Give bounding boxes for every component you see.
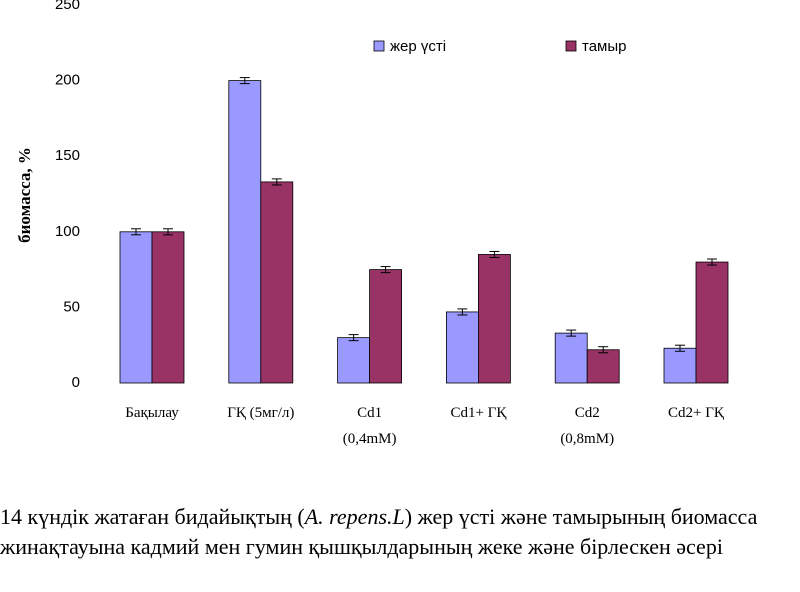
bar: [695, 261, 729, 384]
y-tick-label: 150: [55, 147, 80, 164]
y-tick-label: 100: [55, 223, 80, 240]
x-tick-label: Бақылау: [125, 405, 179, 421]
error-bar: [675, 344, 685, 352]
bar: [586, 349, 620, 384]
caption: 14 күндік жатаған бидайықтың (A. repens.…: [0, 502, 800, 562]
x-tick-label-line: Cd1+ ГҚ: [450, 405, 507, 421]
bar: [663, 347, 697, 384]
y-axis-label: биомасса, %: [15, 147, 34, 243]
x-tick-label-line: (0,4mM): [343, 431, 397, 447]
x-tick-label-line: ГҚ (5мг/л): [227, 405, 294, 421]
error-bar: [271, 178, 282, 186]
caption-text: 14 күндік жатаған бидайықтың (: [0, 504, 305, 529]
caption-text: ) жер үсті және тамырының биомасса жинақ…: [0, 504, 758, 559]
y-tick-label: 250: [55, 0, 80, 13]
x-tick-label: Cd1+ ГҚ: [450, 405, 507, 421]
error-bar: [489, 250, 500, 259]
error-bar: [380, 266, 391, 274]
x-tick-label-line: (0,8mM): [560, 431, 614, 447]
bar: [445, 311, 479, 384]
chart: биомасса, % 0 50 100 150 200 250 Бақылау ГҚ (5м…: [15, 0, 729, 447]
error-bar: [598, 346, 609, 354]
legend-swatch: [373, 40, 385, 52]
bar: [477, 254, 511, 384]
legend-label: тамыр: [582, 38, 626, 55]
error-bar: [457, 308, 468, 316]
error-bar: [707, 258, 717, 266]
caption-italic: A. repens.L: [304, 504, 405, 529]
bar: [228, 80, 262, 384]
error-bar: [131, 228, 141, 236]
x-tick-label-line: Cd2+ ГҚ: [668, 405, 725, 421]
legend-swatch: [565, 40, 577, 52]
bar: [119, 231, 153, 384]
x-tick-label-line: Бақылау: [125, 405, 179, 421]
error-bar: [239, 77, 250, 85]
x-tick-label: Cd2 (0,8mM): [560, 405, 614, 447]
error-bar: [566, 329, 577, 337]
bar: [151, 231, 185, 384]
x-tick-label: ГҚ (5мг/л): [227, 405, 294, 421]
x-tick-label-line: Cd1: [357, 405, 382, 421]
y-tick-label: 50: [63, 298, 80, 315]
y-tick-label: 200: [55, 72, 80, 89]
error-bar: [163, 228, 173, 236]
bar: [337, 337, 371, 384]
x-tick-label: Cd2+ ГҚ: [668, 405, 725, 421]
bar: [554, 332, 588, 384]
legend-label: жер үсті: [390, 38, 446, 55]
error-bar: [348, 334, 359, 342]
x-tick-label-line: Cd2: [575, 405, 600, 421]
bar: [369, 269, 403, 384]
bar: [260, 181, 294, 384]
y-tick-label: 0: [72, 374, 80, 391]
x-tick-label: Cd1 (0,4mM): [343, 405, 397, 447]
